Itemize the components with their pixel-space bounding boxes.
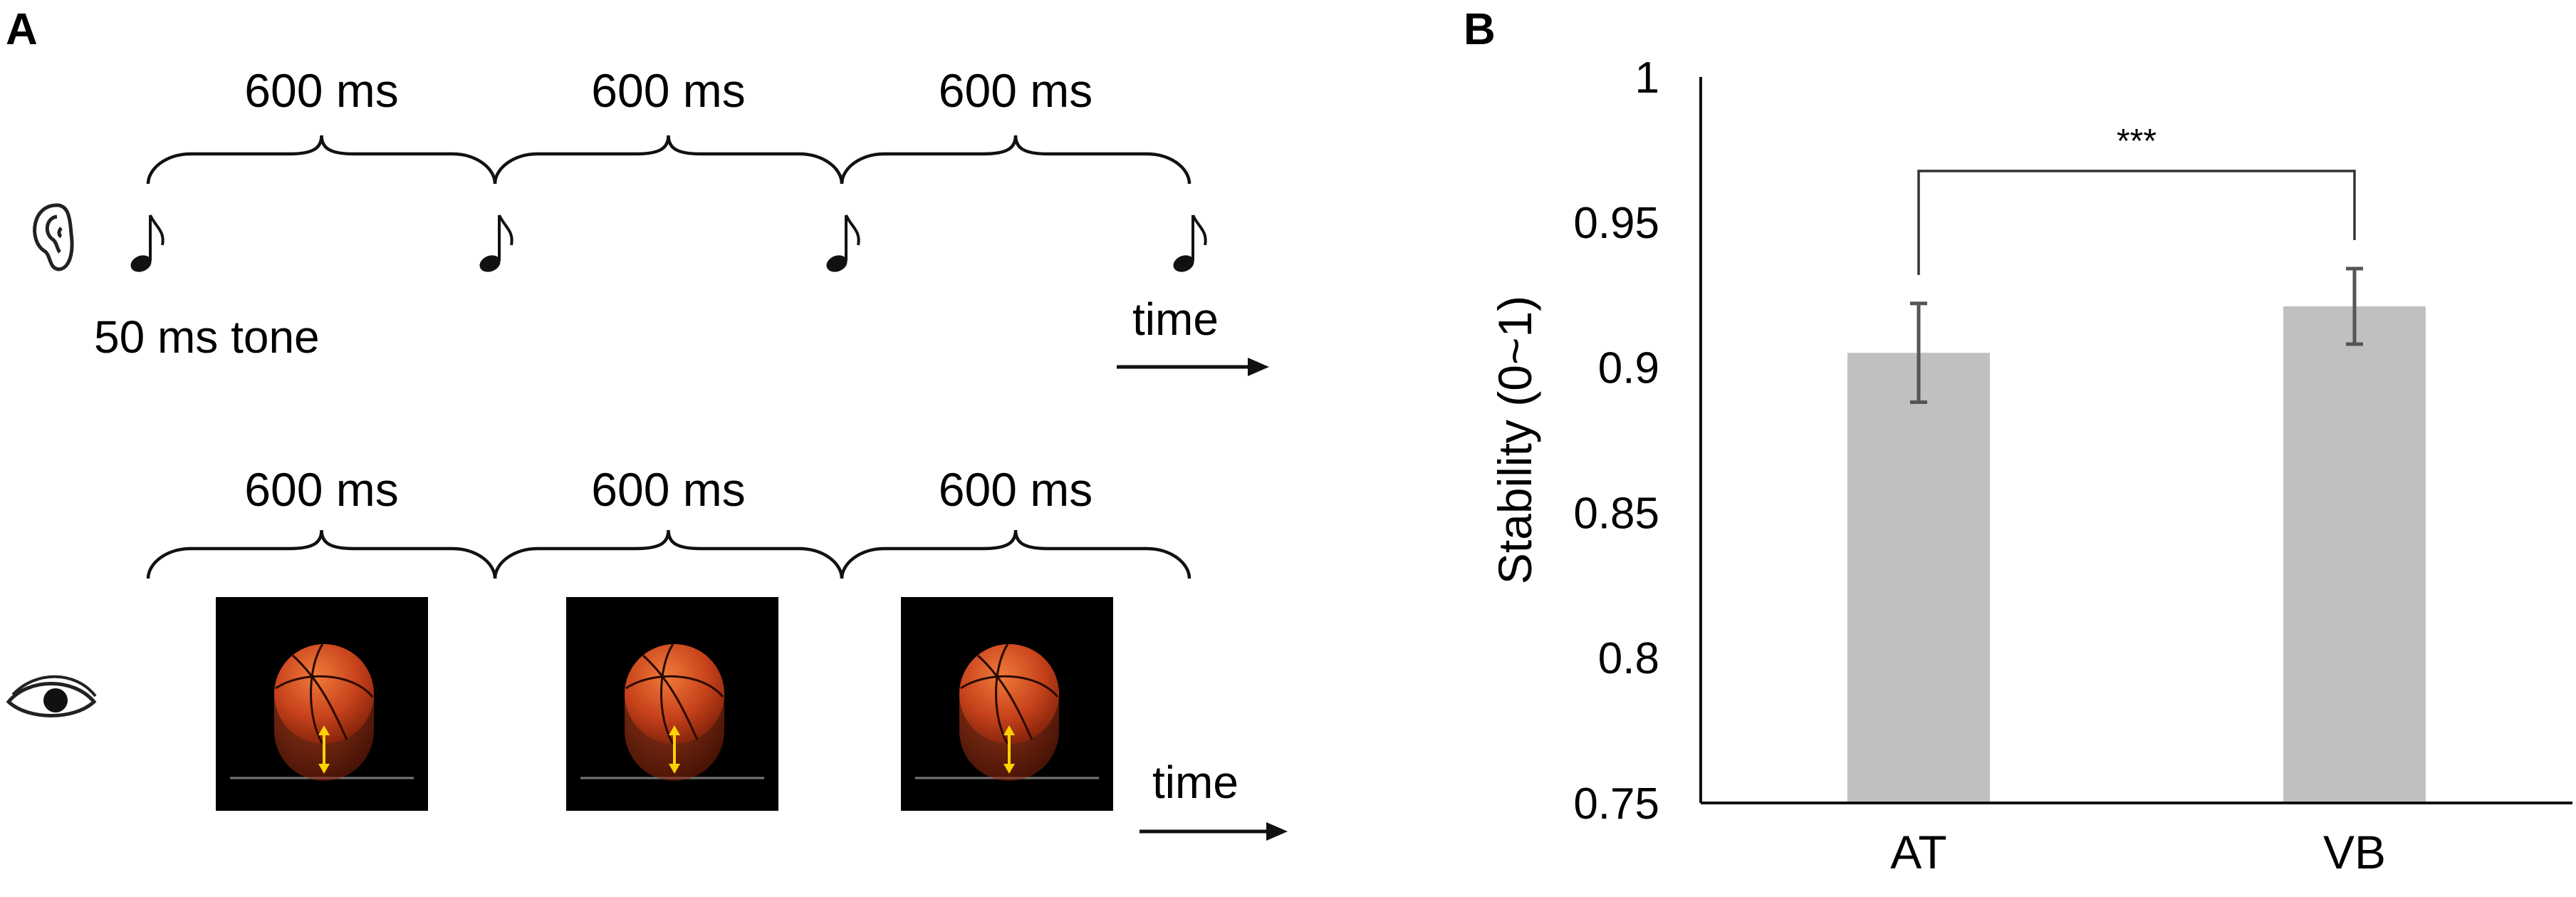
bouncing-basketball-icon	[216, 597, 428, 811]
music-note-icon	[826, 214, 860, 272]
y-tick-label: 0.85	[1573, 489, 1659, 538]
y-axis: 0.75 0.8 0.85 0.9 0.95 1	[1573, 53, 1702, 829]
auditory-interval-label: 600 ms	[244, 64, 398, 117]
ear-icon	[33, 203, 74, 271]
visual-interval-braces	[146, 529, 1191, 579]
bar-vb	[2283, 306, 2426, 803]
x-axis: AT VB	[1701, 802, 2572, 878]
x-tick-label: VB	[2323, 826, 2386, 878]
significance-bracket: ***	[1917, 123, 2356, 275]
tone-duration-label: 50 ms tone	[94, 311, 320, 363]
error-bar-vb	[2346, 266, 2363, 346]
bouncing-basketball-icon	[901, 597, 1113, 811]
stability-bar-chart: Stability (0~1) 0.75 0.8 0.85 0.9 0.95 1 AT VB…	[1488, 53, 2572, 878]
error-bar-at	[1910, 301, 1927, 405]
y-tick-label: 0.8	[1598, 634, 1659, 683]
auditory-time-label: time	[1132, 294, 1219, 345]
visual-brace	[840, 529, 1191, 579]
visual-brace	[146, 529, 497, 579]
visual-sequence: 600 ms 600 ms 600 ms time	[6, 463, 1288, 841]
y-tick-label: 0.75	[1573, 779, 1659, 829]
auditory-time-arrow	[1117, 358, 1269, 376]
y-tick-label: 1	[1635, 53, 1659, 103]
music-note-icon	[1173, 214, 1207, 272]
bars	[1847, 266, 2426, 804]
visual-time-label: time	[1152, 757, 1239, 808]
auditory-sequence: 600 ms 600 ms 600 ms 50 ms tone time	[33, 64, 1269, 376]
significance-line	[1917, 170, 2356, 275]
auditory-interval-label: 600 ms	[591, 64, 745, 117]
auditory-brace	[493, 135, 844, 185]
auditory-interval-label: 600 ms	[939, 64, 1093, 117]
panel-b-letter: B	[1464, 5, 1496, 54]
visual-time-arrow	[1140, 822, 1288, 841]
visual-interval-label: 600 ms	[939, 463, 1093, 516]
y-axis-label: Stability (0~1)	[1488, 296, 1541, 584]
visual-interval-label: 600 ms	[244, 463, 398, 516]
y-tick-label: 0.9	[1598, 344, 1659, 393]
panel-a-letter: A	[6, 5, 38, 54]
music-note-icon	[130, 214, 165, 272]
y-tick-label: 0.95	[1573, 199, 1659, 248]
bar-at	[1847, 353, 1990, 804]
visual-brace	[493, 529, 844, 579]
auditory-brace	[146, 135, 497, 185]
auditory-interval-braces	[146, 135, 1191, 185]
significance-label: ***	[2117, 123, 2157, 160]
eye-icon	[6, 675, 97, 717]
visual-interval-label: 600 ms	[591, 463, 745, 516]
x-tick-label: AT	[1890, 826, 1946, 878]
bouncing-basketball-icon	[566, 597, 778, 811]
music-note-icon	[479, 214, 513, 272]
auditory-brace	[840, 135, 1191, 185]
